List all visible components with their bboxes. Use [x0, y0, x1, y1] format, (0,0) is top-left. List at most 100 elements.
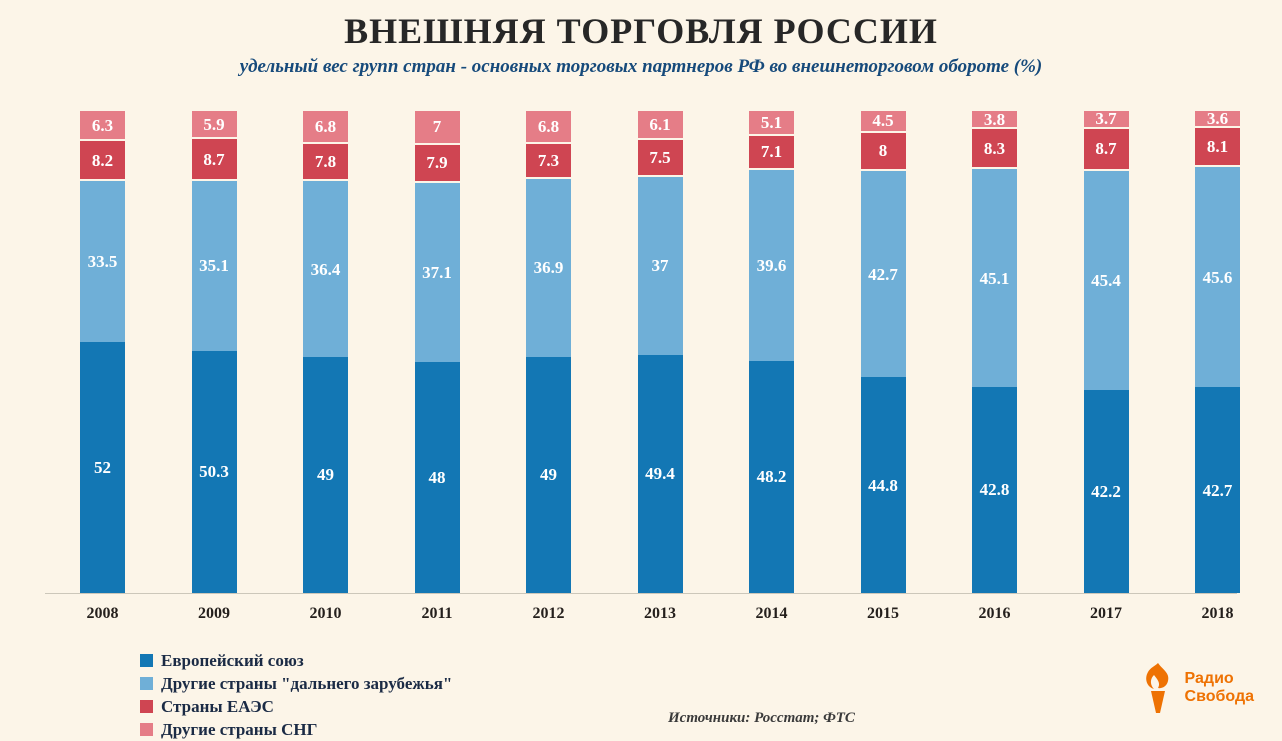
bar-segment: 33.5 [80, 180, 125, 343]
legend-label: Страны ЕАЭС [161, 696, 274, 716]
bar-segment: 42.7 [860, 171, 906, 378]
segment-value-label: 6.3 [91, 115, 114, 135]
logo-line-2: Свобода [1184, 688, 1254, 705]
segment-value-label: 7.9 [426, 153, 448, 173]
x-tick-label: 2013 [644, 605, 676, 622]
segment-value-label: 5.9 [203, 114, 225, 134]
bar-segment: 49 [303, 356, 348, 593]
bar-segment: 8 [860, 132, 906, 172]
bar-segment: 44.8 [860, 377, 906, 593]
segment-value-label: 45.1 [979, 268, 1010, 288]
segment-value-label: 6.8 [537, 116, 560, 136]
bar-segment: 48 [414, 361, 460, 593]
segment-value-label: 37 [651, 256, 669, 276]
x-tick-label: 2009 [198, 605, 230, 622]
segment-value-label: 52 [94, 458, 111, 478]
segment-value-label: 44.8 [868, 475, 898, 495]
segment-value-label: 8.7 [203, 149, 225, 169]
x-tick-label: 2014 [755, 605, 788, 622]
bar-segment: 3.7 [1083, 110, 1129, 129]
bar-2011: 48 37.1 7.9 7 [414, 111, 460, 593]
legend-swatch [140, 677, 153, 690]
bar-segment: 7.5 [637, 140, 683, 177]
bar-2012: 49 36.9 7.3 6.8 [526, 111, 571, 593]
segment-value-label: 49.4 [645, 464, 675, 484]
bar-segment: 7.9 [414, 144, 460, 183]
segment-value-label: 8 [878, 141, 888, 161]
chart-subtitle: удельный вес групп стран - основных торг… [239, 56, 1043, 77]
segment-value-label: 49 [540, 465, 557, 485]
bar-2018: 42.7 45.6 8.1 3.6 [1195, 109, 1240, 593]
bar-segment: 36.9 [526, 178, 571, 357]
bar-segment: 8.1 [1195, 128, 1240, 168]
source-note: Источники: Росстат; ФТС [668, 710, 855, 726]
bar-segment: 45.1 [972, 169, 1017, 387]
bar-segment: 3.6 [1195, 109, 1240, 129]
bar-segment: 42.8 [972, 386, 1017, 593]
bar-segment: 45.6 [1195, 167, 1240, 388]
legend-label: Другие страны "дальнего зарубежья" [161, 673, 453, 693]
bar-segment: 8.2 [80, 141, 125, 181]
segment-value-label: 8.3 [983, 138, 1006, 158]
bar-2016: 42.8 45.1 8.3 3.8 [972, 111, 1017, 593]
chart-title: ВНЕШНЯЯ ТОРГОВЛЯ РОССИИ [344, 11, 938, 51]
segment-value-label: 3.8 [983, 109, 1006, 129]
x-axis-line [45, 593, 1237, 594]
bar-segment: 7.3 [526, 143, 571, 179]
bar-2014: 48.2 39.6 7.1 5.1 [749, 111, 794, 593]
logo-text: Радио Свобода [1185, 670, 1254, 707]
stacked-bar-chart: 52 33.5 8.2 6.3 50.3 35.1 8.7 5.9 49 36.4 7.8 6.8 48… [0, 109, 1282, 623]
bar-segment: 6.8 [526, 111, 571, 144]
bar-2013: 49.4 37 7.5 6.1 [637, 111, 683, 593]
bar-2015: 44.8 42.7 8 4.5 [860, 111, 906, 593]
segment-value-label: 7.8 [314, 152, 337, 172]
x-tick-label: 2016 [978, 605, 1011, 622]
segment-value-label: 42.2 [1091, 481, 1121, 501]
legend-item: Другие страны СНГ [140, 718, 452, 741]
segment-value-label: 4.5 [872, 111, 894, 131]
bar-segment: 37 [637, 176, 683, 355]
bar-segment: 50.3 [191, 350, 237, 593]
bar-segment: 5.1 [749, 111, 794, 136]
x-tick-label: 2012 [532, 605, 565, 622]
segment-value-label: 42.7 [868, 264, 898, 284]
bar-2010: 49 36.4 7.8 6.8 [303, 111, 348, 593]
radio-svoboda-logo: Радио Свобода [1137, 662, 1254, 714]
bar-segment: 4.5 [860, 111, 906, 133]
bar-segment: 42.7 [1195, 387, 1240, 593]
bar-segment: 8.3 [972, 129, 1017, 170]
segment-value-label: 5.1 [760, 112, 783, 132]
bar-segment: 6.8 [303, 111, 348, 144]
plot-area: 52 33.5 8.2 6.3 50.3 35.1 8.7 5.9 49 36.4 7.8 6.8 48… [0, 109, 1282, 593]
segment-value-label: 33.5 [87, 252, 118, 272]
bar-segment: 49 [526, 356, 571, 593]
torch-icon [1137, 662, 1185, 714]
legend-swatch [140, 723, 153, 736]
bar-segment: 42.2 [1083, 389, 1129, 593]
x-tick-label: 2010 [309, 605, 342, 622]
segment-value-label: 36.4 [310, 259, 341, 279]
segment-value-label: 36.9 [533, 258, 564, 278]
segment-value-label: 7 [432, 117, 442, 137]
legend-item: Страны ЕАЭС [140, 695, 452, 718]
legend-swatch [140, 654, 153, 667]
bar-segment: 6.1 [637, 111, 683, 141]
bar-2017: 42.2 45.4 8.7 3.7 [1083, 110, 1129, 593]
segment-value-label: 42.7 [1202, 480, 1233, 500]
segment-value-label: 8.7 [1095, 139, 1117, 159]
segment-value-label: 3.6 [1206, 109, 1229, 129]
bar-segment: 7.8 [303, 143, 348, 182]
bar-segment: 35.1 [191, 181, 237, 351]
segment-value-label: 8.1 [1206, 137, 1229, 157]
bar-2008: 52 33.5 8.2 6.3 [80, 111, 125, 593]
segment-value-label: 37.1 [422, 262, 452, 282]
bar-segment: 7.1 [749, 135, 794, 170]
bar-segment: 6.3 [80, 111, 125, 142]
legend-label: Другие страны СНГ [161, 719, 318, 739]
segment-value-label: 50.3 [199, 462, 229, 482]
legend-item: Европейский союз [140, 649, 452, 672]
segment-value-label: 7.3 [537, 150, 560, 170]
bar-segment: 36.4 [303, 181, 348, 357]
bar-segment: 39.6 [749, 169, 794, 361]
